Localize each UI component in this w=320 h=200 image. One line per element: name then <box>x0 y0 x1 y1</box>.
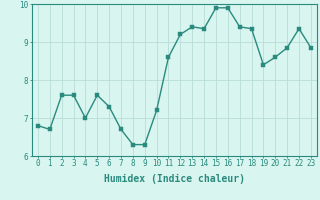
X-axis label: Humidex (Indice chaleur): Humidex (Indice chaleur) <box>104 174 245 184</box>
